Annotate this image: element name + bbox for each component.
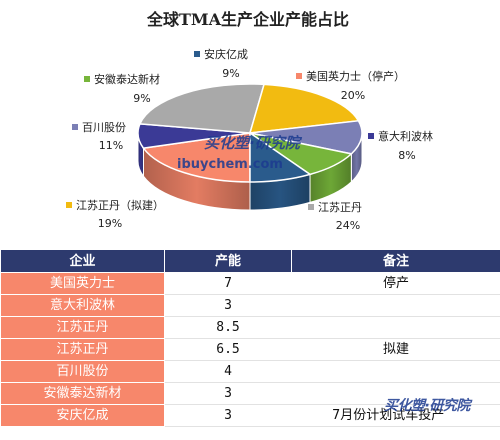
watermark-brand: 买化塑·研究院 (204, 134, 303, 152)
cell-capacity: 7 (164, 272, 292, 295)
legend-swatch (194, 51, 200, 57)
cell-note (291, 294, 500, 317)
pie-slice (138, 83, 266, 134)
slice-category-label: 百川股份 (82, 121, 126, 134)
table-row: 江苏正丹 8.5 (0, 316, 500, 339)
pie-chart: 全球TMA生产企业产能占比 美国英力士（停产） 20% 意大利波林 8% 江苏正丹 24%… (66, 10, 433, 232)
cell-company: 江苏正丹 (0, 316, 165, 339)
slice-percent-label: 8% (398, 149, 415, 162)
pie-labels: 美国英力士（停产） 20% 意大利波林 8% 江苏正丹 24% 江苏正丹（拟建） 19% 百川股… (66, 47, 433, 232)
cell-capacity: 4 (164, 360, 292, 383)
table-row: 美国英力士 7 停产 (0, 272, 500, 295)
cell-company: 安庆亿成 (0, 404, 165, 427)
cell-note (291, 360, 500, 383)
table-row: 百川股份 4 (0, 360, 500, 383)
table-row: 江苏正丹 6.5 拟建 (0, 338, 500, 361)
slice-percent-label: 19% (98, 217, 122, 230)
legend-swatch (308, 204, 314, 210)
table-header-row: 企业 产能 备注 (0, 249, 500, 273)
slice-category-label: 安庆亿成 (204, 47, 248, 61)
table-watermark: 买化塑·研究院 (384, 398, 470, 414)
legend-swatch (66, 202, 72, 208)
slice-percent-label: 24% (336, 219, 360, 232)
cell-note: 停产 (291, 272, 500, 295)
legend-swatch (84, 76, 90, 82)
slice-percent-label: 9% (133, 92, 150, 105)
pie-side-walls (137, 132, 363, 211)
cell-company: 美国英力士 (0, 272, 165, 295)
slice-category-label: 美国英力士（停产） (306, 69, 405, 83)
capacity-table: 企业 产能 备注 美国英力士 7 停产 意大利波林 3 江苏正丹 8.5 江苏正… (0, 249, 500, 427)
header-note: 备注 (291, 249, 500, 273)
cell-company: 意大利波林 (0, 294, 165, 317)
pie-chart-svg: 全球TMA生产企业产能占比 美国英力士（停产） 20% 意大利波林 8% 江苏正丹 24%… (66, 10, 433, 232)
cell-company: 百川股份 (0, 360, 165, 383)
cell-capacity: 3 (164, 382, 292, 405)
table-row: 安徽泰达新材 3 (0, 382, 500, 405)
header-company: 企业 (0, 249, 165, 273)
slice-category-label: 安徽泰达新材 (94, 72, 160, 86)
cell-company: 安徽泰达新材 (0, 382, 165, 405)
slice-percent-label: 20% (341, 89, 365, 102)
pie-slice (248, 83, 360, 134)
chart-title: 全球TMA生产企业产能占比 (146, 10, 349, 29)
slice-category-label: 江苏正丹 (318, 201, 362, 214)
chart-watermark: 买化塑·研究院 ibuychem.com (177, 134, 303, 172)
slice-percent-label: 11% (99, 139, 123, 152)
legend-swatch (368, 133, 374, 139)
cell-note (291, 316, 500, 339)
cell-capacity: 6.5 (164, 338, 292, 361)
legend-swatch (296, 73, 302, 79)
pie-slice (249, 131, 312, 183)
legend-swatch (72, 124, 78, 130)
pie-top-faces (137, 83, 363, 183)
pie-slice (142, 132, 251, 183)
cell-capacity: 3 (164, 404, 292, 427)
cell-note: 拟建 (291, 338, 500, 361)
table-row: 安庆亿成 3 7月份计划试车投产 (0, 404, 500, 427)
header-capacity: 产能 (164, 249, 292, 273)
slice-category-label: 江苏正丹（拟建） (76, 198, 164, 212)
cell-company: 江苏正丹 (0, 338, 165, 361)
table-row: 意大利波林 3 (0, 294, 500, 317)
slice-percent-label: 9% (222, 67, 239, 80)
cell-capacity: 3 (164, 294, 292, 317)
slice-category-label: 意大利波林 (378, 129, 433, 143)
cell-capacity: 8.5 (164, 316, 292, 339)
watermark-site: ibuychem.com (177, 157, 283, 172)
